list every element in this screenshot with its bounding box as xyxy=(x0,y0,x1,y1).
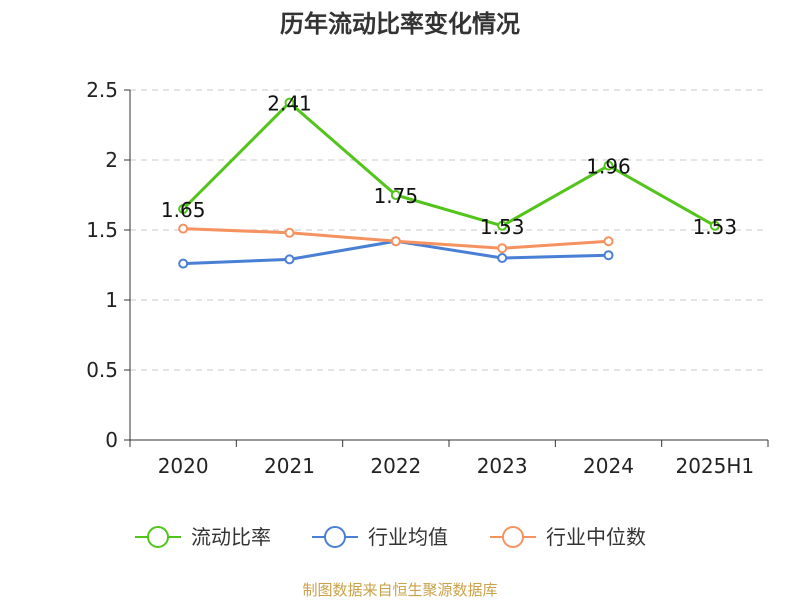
x-tick-label: 2020 xyxy=(158,454,209,478)
data-point xyxy=(178,204,189,214)
x-tick-label: 2023 xyxy=(477,454,528,478)
data-point xyxy=(497,253,508,263)
data-label: 1.65 xyxy=(161,198,206,222)
data-label: 1.75 xyxy=(374,184,419,208)
data-label: 2.41 xyxy=(267,92,312,116)
x-tick-label: 2025H1 xyxy=(675,454,754,478)
series-group xyxy=(178,97,720,269)
y-tick-label: 1.5 xyxy=(86,218,118,242)
legend-label: 行业中位数 xyxy=(546,525,646,549)
data-point xyxy=(284,227,295,238)
y-tick-label: 0.5 xyxy=(86,358,118,382)
data-label: 1.53 xyxy=(693,215,738,239)
data-point xyxy=(709,220,720,231)
data-point xyxy=(284,254,295,265)
data-point xyxy=(603,236,614,247)
x-tick-label: 2021 xyxy=(264,454,315,478)
data-point xyxy=(603,160,614,171)
data-point xyxy=(390,236,401,247)
legend: 流动比率 行业均值 行业中位数 xyxy=(135,525,646,549)
x-tick-label: 2024 xyxy=(583,454,634,478)
x-tick-label: 2022 xyxy=(370,454,421,478)
data-point xyxy=(178,223,189,234)
data-point xyxy=(284,97,295,108)
legend-label: 行业均值 xyxy=(368,525,448,549)
y-tick-label: 0 xyxy=(105,428,118,452)
data-point xyxy=(603,250,614,261)
data-point xyxy=(497,220,508,231)
data-point xyxy=(497,243,508,254)
chart-title: 历年流动比率变化情况 xyxy=(280,10,520,38)
grid xyxy=(130,89,768,371)
data-label: 1.53 xyxy=(480,215,525,239)
data-point xyxy=(390,190,401,200)
y-tick-label: 1 xyxy=(105,288,118,312)
data-label: 1.96 xyxy=(586,155,631,179)
source-note: 制图数据来自恒生聚源数据库 xyxy=(302,581,497,599)
legend-label: 流动比率 xyxy=(191,525,271,549)
axes: 0 0.5 1 1.5 2 2.5 2020 2021 2022 2023 2024 2025H1 xyxy=(86,78,769,478)
series-line xyxy=(182,101,716,228)
legend-marker xyxy=(502,526,524,548)
y-tick-label: 2 xyxy=(105,148,118,172)
data-labels: 1.65 2.41 1.75 1.53 1.96 1.53 xyxy=(161,92,737,239)
legend-marker xyxy=(147,526,169,548)
legend-marker xyxy=(324,526,346,548)
y-tick-label: 2.5 xyxy=(86,78,118,102)
data-point xyxy=(178,258,189,269)
